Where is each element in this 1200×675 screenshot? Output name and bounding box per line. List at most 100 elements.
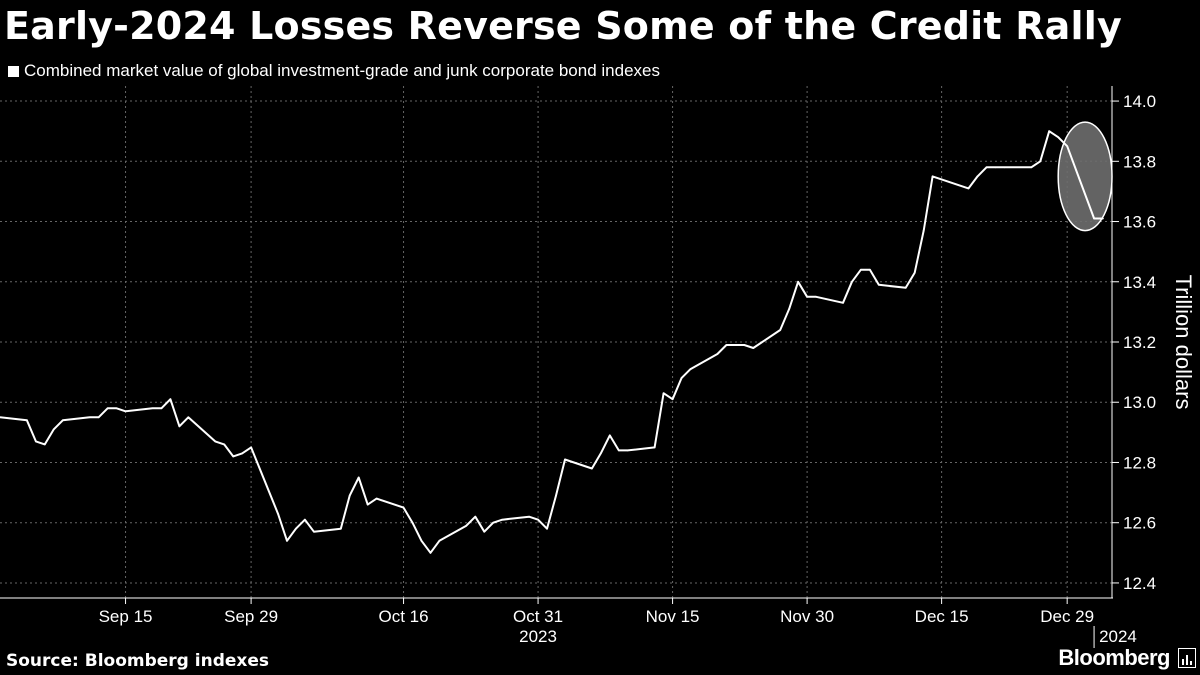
x-tick-label: Oct 31 <box>513 607 563 626</box>
data-point <box>743 344 746 346</box>
data-point <box>600 452 602 455</box>
x-tick-label: Nov 15 <box>646 607 700 626</box>
data-point <box>474 515 477 518</box>
data-point <box>779 329 781 331</box>
data-point <box>501 518 503 521</box>
data-point <box>366 503 369 506</box>
x-tick-label: Dec 15 <box>915 607 969 626</box>
data-point <box>528 515 530 518</box>
y-tick-label: 13.8 <box>1123 152 1156 171</box>
source-note: Source: Bloomberg indexes <box>6 651 270 671</box>
data-point <box>1102 217 1104 220</box>
data-point <box>223 443 225 446</box>
data-point <box>716 353 719 355</box>
data-point <box>671 398 674 401</box>
y-axis-title: Trillion dollars <box>1171 275 1196 410</box>
data-point <box>994 166 997 169</box>
data-point <box>940 178 943 181</box>
data-point <box>313 530 315 533</box>
data-point <box>187 416 190 419</box>
data-point <box>734 344 737 346</box>
data-point <box>967 187 970 190</box>
brand-logo: Bloomberg <box>1058 645 1170 670</box>
data-point <box>465 524 468 527</box>
y-tick-label: 13.2 <box>1123 333 1156 352</box>
data-point <box>375 497 378 500</box>
series-line <box>0 130 1103 554</box>
data-point <box>53 428 55 431</box>
data-point <box>851 280 853 283</box>
data-point <box>806 296 808 298</box>
data-point <box>904 286 907 289</box>
data-point <box>985 166 988 169</box>
data-point <box>35 440 37 443</box>
data-point <box>609 434 611 437</box>
data-point <box>1039 160 1042 163</box>
data-point <box>106 407 109 410</box>
data-point <box>591 467 593 470</box>
legend: Combined market value of global investme… <box>8 61 660 81</box>
grid-lines <box>0 86 1112 598</box>
data-point <box>295 527 297 530</box>
x-tick-label: Dec 29 <box>1040 607 1094 626</box>
data-point <box>860 268 862 271</box>
data-point <box>555 494 557 497</box>
bloomberg-chart-icon <box>1178 648 1196 668</box>
data-point <box>169 398 172 401</box>
data-point <box>752 347 755 349</box>
data-point <box>124 410 127 413</box>
data-point <box>689 368 692 370</box>
data-point <box>564 458 566 461</box>
data-point <box>842 302 844 304</box>
y-tick-label: 13.6 <box>1123 213 1156 232</box>
data-point <box>1003 166 1006 169</box>
data-point <box>617 449 620 452</box>
y-tick-label: 13.0 <box>1123 393 1156 412</box>
y-tick-label: 12.4 <box>1123 574 1156 593</box>
legend-label: Combined market value of global investme… <box>24 61 660 80</box>
data-point <box>97 416 100 419</box>
y-tick-label: 14.0 <box>1123 92 1156 111</box>
highlight-layer <box>1057 121 1113 232</box>
year-label: 2024 <box>1099 627 1137 646</box>
data-point <box>241 452 243 455</box>
data-point <box>1048 130 1051 132</box>
data-point <box>438 539 441 542</box>
data-point <box>339 527 342 530</box>
data-point <box>0 416 1 419</box>
data-point <box>788 308 790 310</box>
y-tick-label: 12.8 <box>1123 453 1156 472</box>
data-point <box>357 476 360 479</box>
data-point <box>250 446 252 449</box>
data-point <box>402 506 405 509</box>
data-point <box>348 494 351 497</box>
data-point <box>286 539 288 542</box>
data-point <box>815 296 817 298</box>
data-point <box>483 530 486 533</box>
y-tick-label: 12.6 <box>1123 514 1156 533</box>
x-tick-label: Nov 30 <box>780 607 834 626</box>
data-point <box>429 552 432 554</box>
data-point <box>232 455 234 458</box>
data-point <box>653 446 656 449</box>
data-point <box>869 268 871 271</box>
data-point <box>537 518 539 521</box>
data-point <box>878 283 880 286</box>
data-point <box>1057 136 1059 138</box>
data-point <box>420 539 423 542</box>
data-point <box>492 521 495 524</box>
data-point <box>178 425 181 428</box>
data-point <box>976 175 979 178</box>
axes: 12.4 12.6 12.8 13.0 13.2 13.4 13.6 13.8 14.0 Sep … <box>0 86 1196 648</box>
data-point <box>61 419 64 422</box>
x-tick-label: Sep 15 <box>99 607 153 626</box>
chart-title: Early-2024 Losses Reverse Some of the Cr… <box>4 4 1122 48</box>
data-point <box>931 175 934 178</box>
data-point <box>1066 145 1068 148</box>
series-layer <box>0 130 1104 554</box>
data-point <box>44 443 46 446</box>
data-point <box>662 392 665 395</box>
data-point <box>115 407 118 410</box>
data-point <box>680 377 683 379</box>
data-point <box>214 440 217 443</box>
